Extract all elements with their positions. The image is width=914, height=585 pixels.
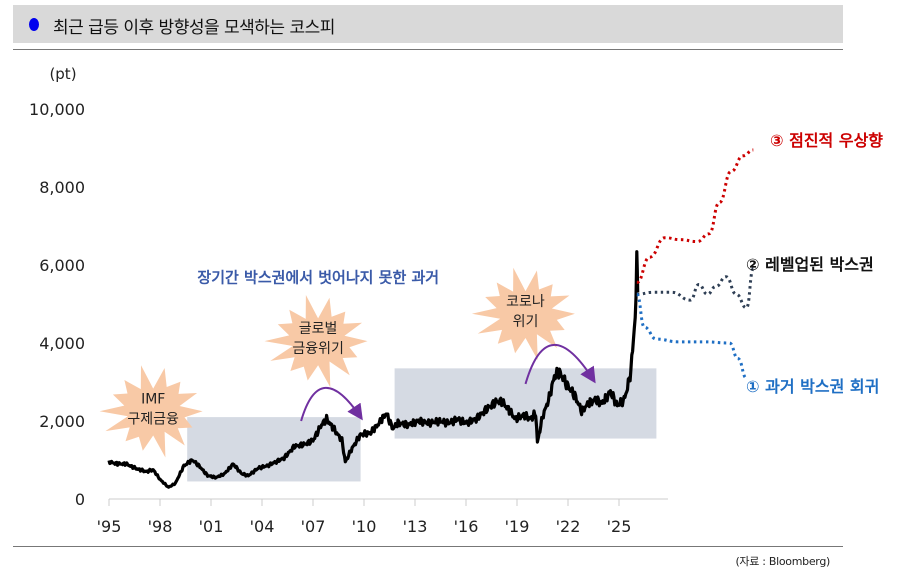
x-tick-label: '07 [301, 517, 326, 536]
x-tick-label: '19 [505, 517, 530, 536]
trend-arrow [524, 343, 596, 385]
x-tick-label: '22 [556, 517, 581, 536]
scenario-label-1: ③ 점진적 우상향 [770, 131, 883, 150]
box-range-2 [394, 368, 657, 439]
title-bar: 최근 급등 이후 방향성을 모색하는 코스피 [13, 5, 843, 43]
y-tick-label: 0 [75, 490, 85, 509]
starburst-shape [471, 267, 575, 360]
y-tick-label: 8,000 [39, 178, 85, 197]
scenario-label-3: ① 과거 박스권 회귀 [746, 377, 879, 396]
series-line-scenario-1 [636, 148, 754, 285]
starburst-label: 금융위기 [292, 341, 344, 357]
x-tick-label: '10 [352, 517, 377, 536]
series-line-scenario-2 [636, 267, 755, 310]
x-tick-label: '95 [97, 517, 122, 536]
y-axis-unit: (pt) [49, 65, 76, 83]
starburst-label: 코로나 [506, 294, 545, 310]
top-divider [13, 49, 843, 50]
series-line-kospi [107, 250, 640, 489]
starburst-label: IMF [141, 391, 165, 407]
x-tick-label: '13 [403, 517, 428, 536]
bullet-icon [29, 18, 39, 31]
series-line-scenario-3 [635, 292, 748, 380]
x-tick-label: '25 [607, 517, 632, 536]
x-tick-label: '01 [199, 517, 224, 536]
starburst-label: 구제금융 [127, 411, 179, 427]
starburst-shape [264, 295, 368, 388]
x-tick-label: '04 [250, 517, 275, 536]
x-tick-label: '16 [454, 517, 479, 536]
bottom-divider [13, 546, 843, 547]
source-note: (자료 : Bloomberg) [735, 555, 830, 568]
starburst-label: 위기 [513, 314, 539, 330]
x-tick-label: '98 [148, 517, 173, 536]
y-tick-label: 10,000 [29, 100, 85, 119]
box-range-note: 장기간 박스권에서 벗어나지 못한 과거 [197, 269, 439, 287]
starburst-label: 글로벌 [299, 321, 338, 337]
y-tick-label: 4,000 [39, 334, 85, 353]
chart-title: 최근 급등 이후 방향성을 모색하는 코스피 [53, 18, 335, 38]
starburst-shape [99, 365, 203, 458]
scenario-label-2: ② 레벨업된 박스권 [746, 255, 874, 274]
y-tick-label: 6,000 [39, 256, 85, 275]
trend-arrow [300, 386, 363, 422]
y-tick-label: 2,000 [39, 412, 85, 431]
